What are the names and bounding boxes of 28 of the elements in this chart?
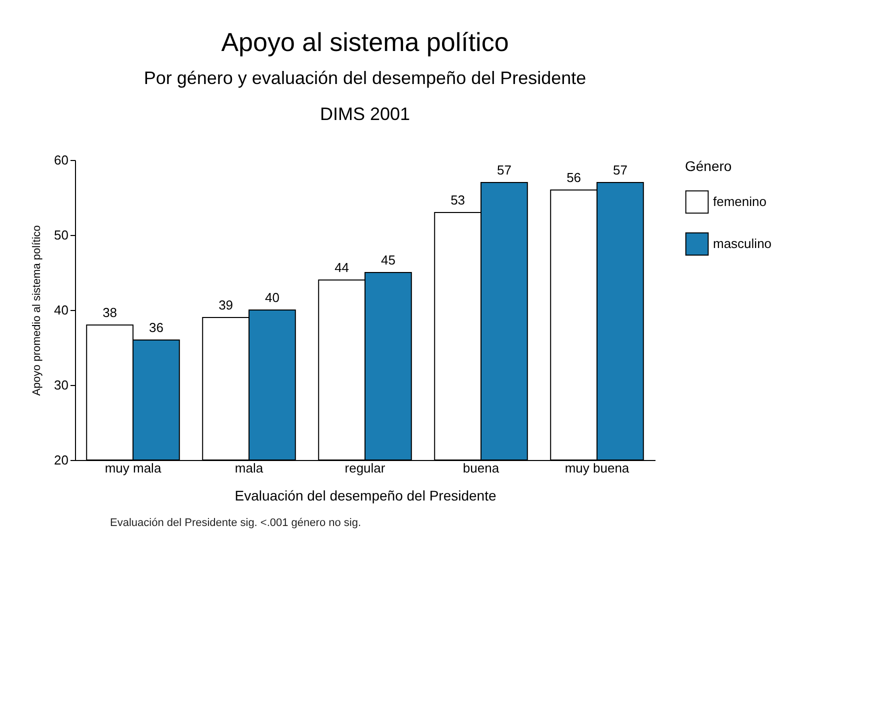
y-tick-label: 20 — [54, 452, 68, 468]
legend-title: Género — [685, 158, 732, 174]
y-tick-label: 40 — [54, 302, 68, 318]
data-label: 40 — [264, 290, 280, 305]
x-axis-title: Evaluación del desempeño del Presidente — [234, 488, 496, 504]
x-tick-label: regular — [344, 460, 386, 476]
x-tick-label: buena — [462, 460, 500, 476]
y-tick-label: 50 — [54, 228, 68, 242]
x-tick-label: muy buena — [564, 460, 630, 476]
data-label: 45 — [380, 252, 396, 268]
x-tick-label: muy mala — [104, 460, 162, 476]
data-label: 56 — [566, 170, 582, 185]
legend-label: masculino — [713, 236, 772, 251]
y-tick-label: 60 — [54, 152, 68, 168]
y-axis-title: Apoyo promedio al sistema político — [31, 225, 44, 396]
data-label: 44 — [334, 260, 350, 275]
legend-label: femenino — [713, 194, 766, 209]
chart-title: Apoyo al sistema político — [221, 27, 509, 57]
x-tick-label: mala — [234, 460, 264, 476]
data-label: 57 — [612, 162, 628, 178]
text: Evaluación del Presidente sig. <.001 género no sig. — [110, 517, 362, 529]
data-label: 57 — [496, 162, 512, 178]
data-label: 39 — [218, 298, 234, 312]
data-label: 53 — [450, 192, 466, 208]
data-label: 38 — [102, 305, 118, 320]
data-label: 36 — [148, 320, 164, 335]
y-tick-label: 30 — [54, 378, 68, 392]
chart-subtitle: Por género y evaluación del desempeño del Presidente DIMS 2001 — [144, 68, 586, 124]
